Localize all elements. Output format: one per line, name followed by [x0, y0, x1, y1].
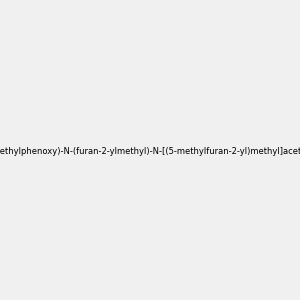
Text: 2-(4-ethylphenoxy)-N-(furan-2-ylmethyl)-N-[(5-methylfuran-2-yl)methyl]acetamide: 2-(4-ethylphenoxy)-N-(furan-2-ylmethyl)-…	[0, 147, 300, 156]
